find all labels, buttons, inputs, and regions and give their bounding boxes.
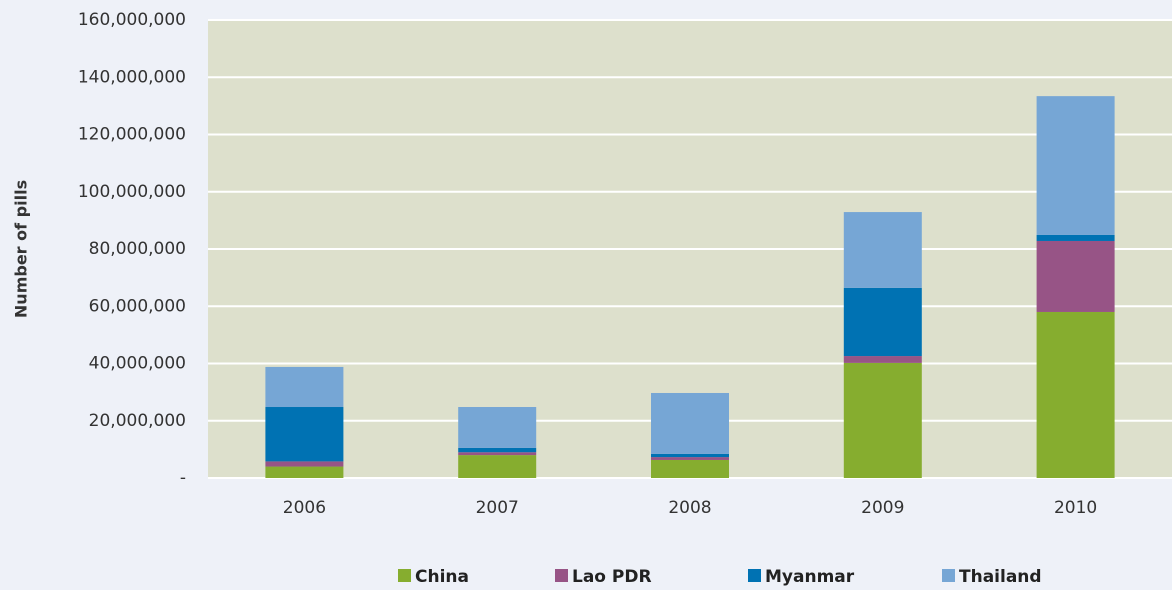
legend-swatch xyxy=(398,569,411,582)
y-tick-label: 120,000,000 xyxy=(78,125,186,145)
x-tick-label: 2010 xyxy=(1054,498,1097,518)
legend-label: Lao PDR xyxy=(572,567,652,587)
bar-segment xyxy=(1036,234,1115,241)
x-tick-label: 2006 xyxy=(283,498,326,518)
bar-segment xyxy=(843,212,922,288)
y-tick-label: 40,000,000 xyxy=(89,354,186,374)
y-tick-label: 140,000,000 xyxy=(78,67,186,87)
bar-segment xyxy=(843,362,922,478)
bar-segment xyxy=(1036,311,1115,478)
bar-segment xyxy=(1036,96,1115,235)
x-tick-label: 2007 xyxy=(476,498,519,518)
bar-segment xyxy=(651,453,729,458)
x-tick-label: 2008 xyxy=(668,498,711,518)
bar-segment xyxy=(651,392,729,454)
bar-segment xyxy=(843,356,922,363)
y-tick-label: 160,000,000 xyxy=(78,10,186,30)
bar-segment xyxy=(265,461,344,467)
legend-swatch xyxy=(748,569,761,582)
bar-segment xyxy=(458,455,537,478)
legend-label: China xyxy=(415,567,469,587)
y-tick-label: 20,000,000 xyxy=(89,411,186,431)
bar-segment xyxy=(651,459,729,478)
bar-segment xyxy=(651,457,729,460)
bar-segment xyxy=(265,366,344,408)
y-tick-label: 80,000,000 xyxy=(89,239,186,259)
bar-segment xyxy=(843,287,922,357)
x-tick-label: 2009 xyxy=(861,498,904,518)
legend-swatch xyxy=(942,569,955,582)
legend-label: Myanmar xyxy=(765,567,855,587)
y-tick-label: 60,000,000 xyxy=(89,296,186,316)
legend-label: Thailand xyxy=(959,567,1042,587)
bar-segment xyxy=(1036,240,1115,312)
bar-segment xyxy=(458,407,537,448)
y-tick-label: 100,000,000 xyxy=(78,182,186,202)
legend-swatch xyxy=(555,569,568,582)
bar-segment xyxy=(265,407,344,462)
y-tick-label: - xyxy=(180,468,186,488)
y-axis-label: Number of pills xyxy=(12,180,31,318)
bar-segment xyxy=(458,447,537,453)
bar-segment xyxy=(458,452,537,456)
bar-segment xyxy=(265,466,344,478)
